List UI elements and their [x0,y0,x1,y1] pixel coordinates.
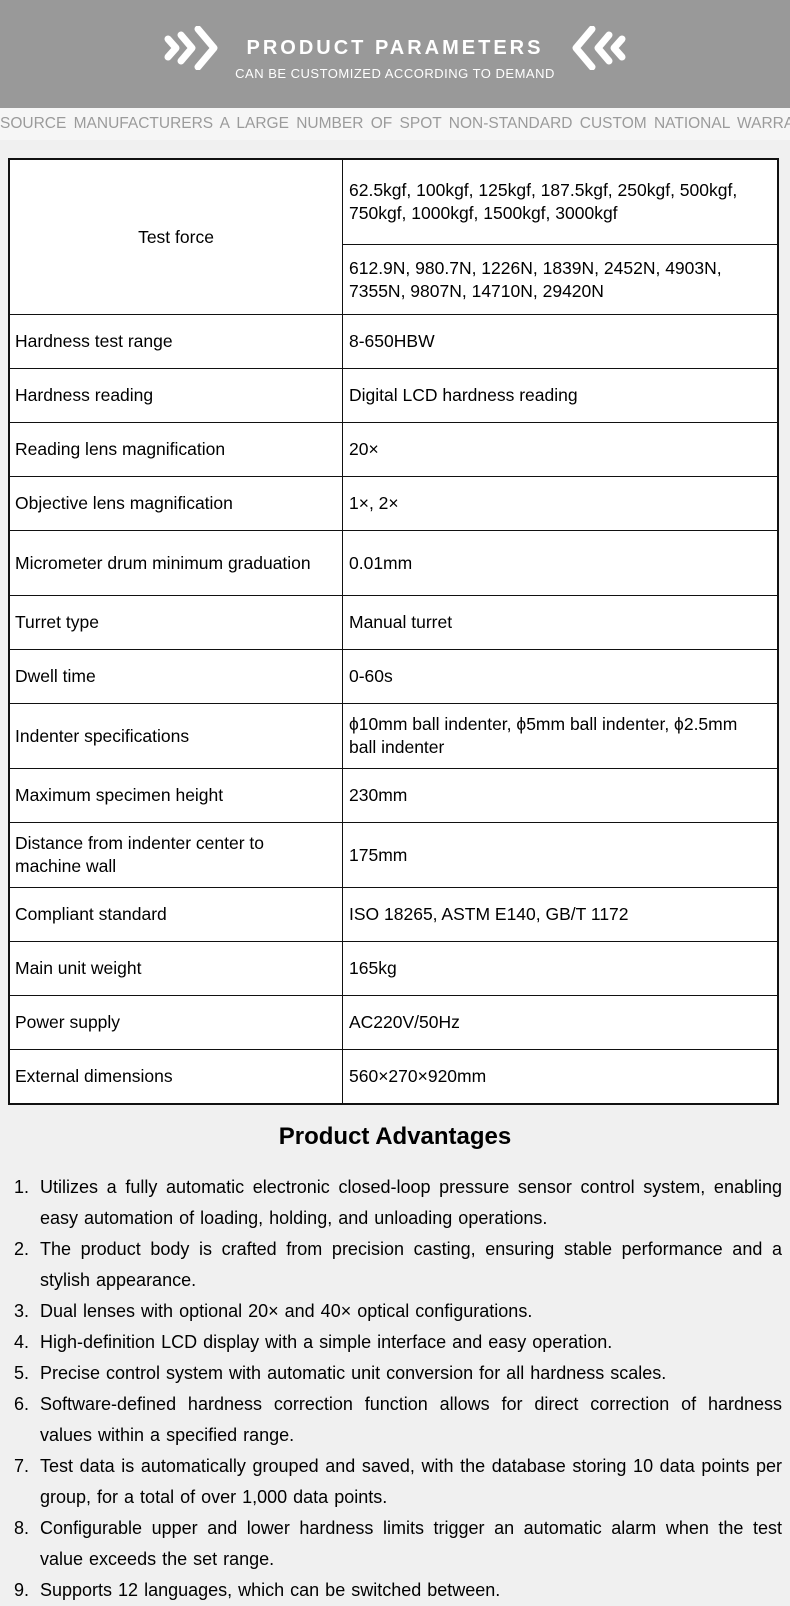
item-text: Software-defined hardness correction fun… [40,1393,782,1445]
item-number: 9. [14,1579,30,1600]
table-row: External dimensions 560×270×920mm [8,1049,779,1105]
row-value: 612.9N, 980.7N, 1226N, 1839N, 2452N, 490… [342,244,779,315]
row-value: Digital LCD hardness reading [342,368,779,423]
banner-title: PRODUCT PARAMETERS [246,37,544,59]
row-label: Indenter specifications [8,703,343,769]
row-value: 230mm [342,768,779,823]
chevrons-left-icon [572,26,626,70]
row-value: 165kg [342,941,779,996]
item-number: 3. [14,1300,30,1321]
banner-subtitle: CAN BE CUSTOMIZED ACCORDING TO DEMAND [235,66,555,81]
row-label: Main unit weight [8,941,343,996]
row-label: Turret type [8,595,343,650]
row-value: 8-650HBW [342,314,779,369]
item-text: High-definition LCD display with a simpl… [40,1331,613,1352]
table-row: Micrometer drum minimum graduation 0.01m… [8,530,779,596]
table-row: Distance from indenter center to machine… [8,822,779,888]
row-label: Reading lens magnification [8,422,343,477]
row-value: 1×, 2× [342,476,779,531]
table-row: Objective lens magnification 1×, 2× [8,476,779,531]
banner-text: PRODUCT PARAMETERS CAN BE CUSTOMIZED ACC… [235,32,555,84]
item-number: 4. [14,1331,30,1352]
row-label: Power supply [8,995,343,1050]
row-label: Objective lens magnification [8,476,343,531]
row-label: Micrometer drum minimum graduation [8,530,343,596]
row-label: External dimensions [8,1049,343,1105]
chevrons-right-icon [164,26,218,70]
advantage-item: 2. The product body is crafted from prec… [14,1234,782,1296]
item-number: 6. [14,1393,30,1414]
advantage-item: 1. Utilizes a fully automatic electronic… [14,1172,782,1234]
table-row: Reading lens magnification 20× [8,422,779,477]
row-value: 560×270×920mm [342,1049,779,1105]
spec-table: Test force 62.5kgf, 100kgf, 125kgf, 187.… [8,158,779,1105]
item-text: Precise control system with automatic un… [40,1362,667,1383]
advantage-item: 5. Precise control system with automatic… [14,1358,782,1389]
row-value: 62.5kgf, 100kgf, 125kgf, 187.5kgf, 250kg… [342,158,779,245]
advantage-item: 6. Software-defined hardness correction … [14,1389,782,1451]
row-value: 0.01mm [342,530,779,596]
advantage-item: 8. Configurable upper and lower hardness… [14,1513,782,1575]
row-label: Dwell time [8,649,343,704]
item-text: Test data is automatically grouped and s… [40,1455,782,1507]
item-text: Dual lenses with optional 20× and 40× op… [40,1300,533,1321]
advantage-item: 3. Dual lenses with optional 20× and 40×… [14,1296,782,1327]
item-number: 1. [14,1176,30,1197]
table-row: Hardness reading Digital LCD hardness re… [8,368,779,423]
row-label: Compliant standard [8,887,343,942]
item-number: 2. [14,1238,30,1259]
table-row: Compliant standard ISO 18265, ASTM E140,… [8,887,779,942]
item-text: Utilizes a fully automatic electronic cl… [40,1176,782,1228]
row-value: ϕ10mm ball indenter, ϕ5mm ball indenter,… [342,703,779,769]
item-number: 8. [14,1517,30,1538]
table-row: Hardness test range 8-650HBW [8,314,779,369]
row-value: Manual turret [342,595,779,650]
advantage-item: 9. Supports 12 languages, which can be s… [14,1575,782,1606]
row-label: Hardness test range [8,314,343,369]
row-value: 20× [342,422,779,477]
row-label: Test force [8,158,343,315]
table-row: Power supply AC220V/50Hz [8,995,779,1050]
row-label: Distance from indenter center to machine… [8,822,343,888]
row-value: 175mm [342,822,779,888]
row-value: ISO 18265, ASTM E140, GB/T 1172 [342,887,779,942]
row-label: Maximum specimen height [8,768,343,823]
banner: PRODUCT PARAMETERS CAN BE CUSTOMIZED ACC… [0,0,790,108]
table-row: Indenter specifications ϕ10mm ball inden… [8,703,779,769]
item-number: 5. [14,1362,30,1383]
table-row: Main unit weight 165kg [8,941,779,996]
advantages-title: Product Advantages [278,1123,512,1150]
table-row: 612.9N, 980.7N, 1226N, 1839N, 2452N, 490… [9,244,779,315]
row-value: AC220V/50Hz [342,995,779,1050]
item-number: 7. [14,1455,30,1476]
table-row: Dwell time 0-60s [8,649,779,704]
item-text: The product body is crafted from precisi… [40,1238,782,1290]
row-value: 0-60s [342,649,779,704]
tagline: SOURCE MANUFACTURERS A LARGE NUMBER OF S… [0,108,790,140]
advantage-item: 4. High-definition LCD display with a si… [14,1327,782,1358]
table-row: Turret type Manual turret [8,595,779,650]
table-row: Test force 62.5kgf, 100kgf, 125kgf, 187.… [8,158,779,315]
table-row: Maximum specimen height 230mm [8,768,779,823]
item-text: Configurable upper and lower hardness li… [40,1517,782,1569]
item-text: Supports 12 languages, which can be swit… [40,1579,501,1600]
row-label: Hardness reading [8,368,343,423]
advantage-item: 7. Test data is automatically grouped an… [14,1451,782,1513]
